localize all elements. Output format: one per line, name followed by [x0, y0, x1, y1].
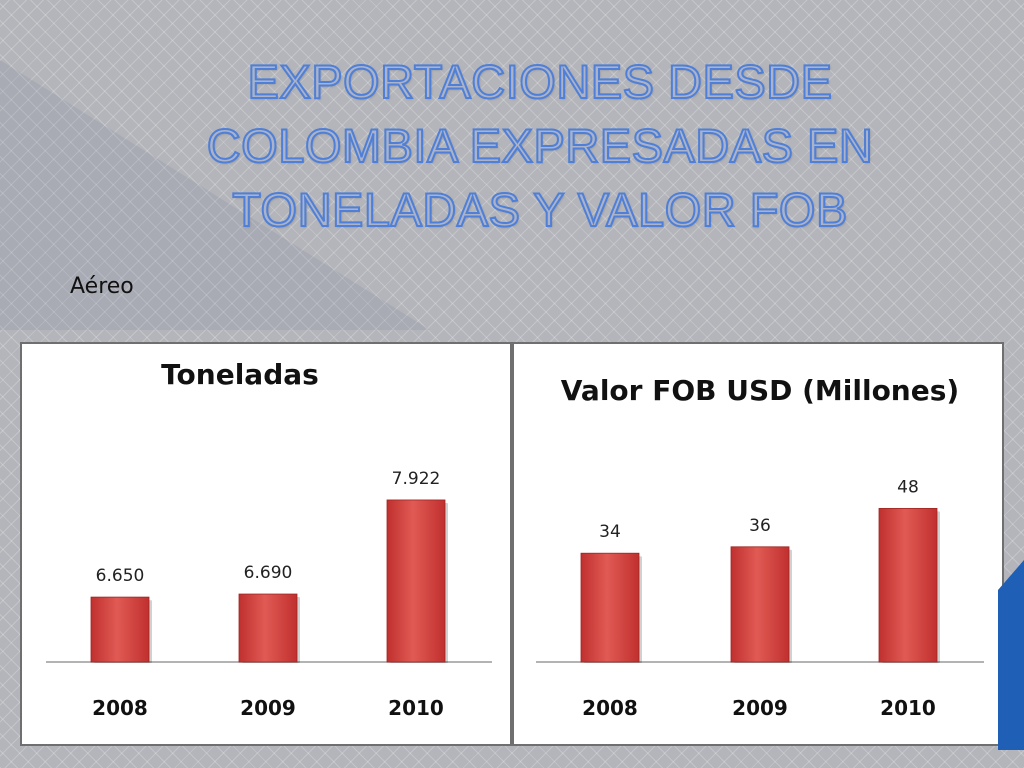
chart-panel-toneladas: Toneladas 6.650 2008 6.690 2009 7.922 2010	[20, 342, 512, 746]
bar-2010	[386, 499, 446, 663]
data-label: 36	[749, 516, 771, 536]
x-tick-label: 2009	[732, 696, 788, 720]
data-label: 48	[897, 477, 919, 497]
slide-title-line-1: EXPORTACIONES DESDE	[247, 54, 833, 109]
slide-title-line-2: COLOMBIA EXPRESADAS EN	[206, 118, 874, 173]
bar-2008	[90, 596, 150, 663]
slide-subtitle: Aéreo	[70, 274, 134, 299]
chart-panel-valor-fob: Valor FOB USD (Millones) 34 2008 36 2009 48 2…	[512, 342, 1004, 746]
chart-valor-fob: 34 2008 36 2009 48 2010	[536, 477, 984, 720]
x-tick-label: 2008	[582, 696, 638, 720]
bar-2009	[730, 546, 790, 663]
bar-2009	[238, 593, 298, 663]
chart-title: Valor FOB USD (Millones)	[560, 374, 960, 407]
slide-title: EXPORTACIONES DESDE COLOMBIA EXPRESADAS …	[100, 50, 980, 242]
slide-title-line-3: TONELADAS Y VALOR FOB	[231, 182, 848, 237]
x-tick-label: 2008	[92, 696, 148, 720]
data-label: 6.690	[244, 563, 293, 583]
data-label: 34	[599, 522, 621, 542]
x-tick-label: 2010	[388, 696, 444, 720]
x-tick-label: 2010	[880, 696, 936, 720]
x-tick-label: 2009	[240, 696, 296, 720]
data-label: 6.650	[96, 566, 145, 586]
bar-2008	[580, 552, 640, 663]
bar-2010	[878, 507, 938, 663]
data-label: 7.922	[392, 469, 441, 489]
blue-corner-accent	[998, 560, 1024, 750]
chart-toneladas: 6.650 2008 6.690 2009 7.922 2010	[46, 469, 492, 720]
chart-title: Toneladas	[161, 358, 319, 391]
